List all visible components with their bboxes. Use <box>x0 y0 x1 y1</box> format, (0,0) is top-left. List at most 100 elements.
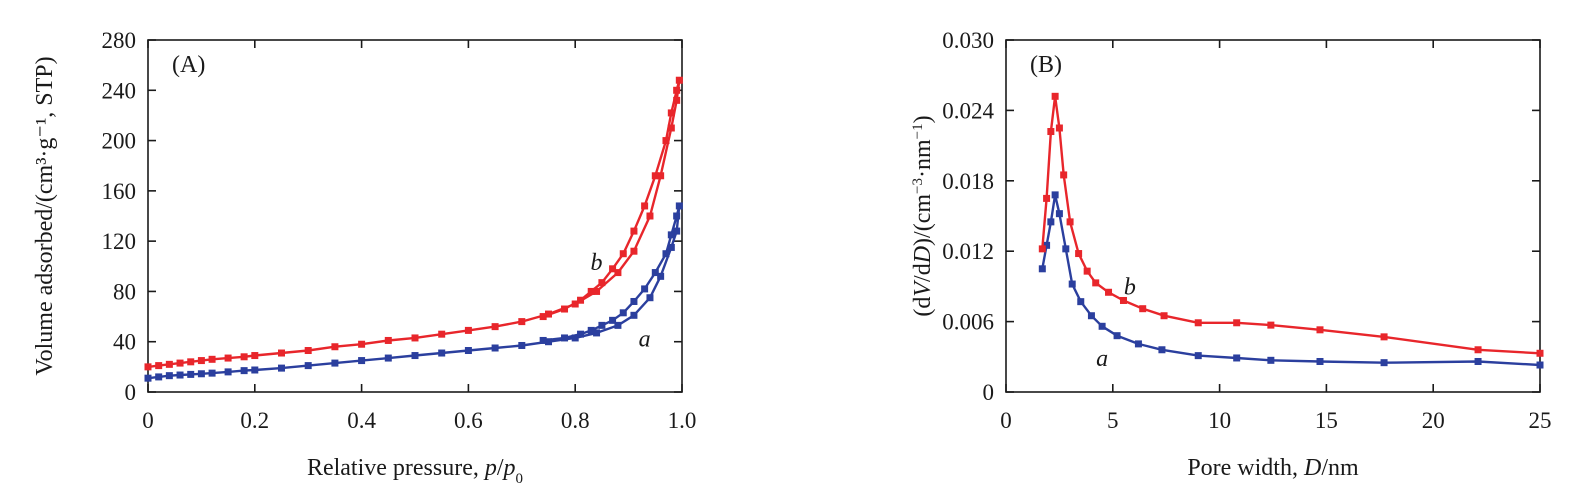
data-point <box>438 330 446 338</box>
data-point <box>384 354 392 362</box>
series-a: a <box>1038 191 1544 372</box>
data-point <box>224 354 232 362</box>
data-point <box>187 370 195 378</box>
data-point <box>1092 279 1100 287</box>
data-point <box>1051 92 1059 100</box>
data-point <box>675 76 683 84</box>
data-point <box>1098 322 1106 330</box>
data-point <box>518 318 526 326</box>
data-point <box>1536 349 1544 357</box>
data-point <box>1233 319 1241 327</box>
data-point <box>646 212 654 220</box>
panel-label: (B) <box>1030 52 1062 78</box>
data-point <box>1043 241 1051 249</box>
data-point <box>176 371 184 379</box>
x-tick-label: 15 <box>1315 408 1338 433</box>
series-line <box>1041 193 1541 367</box>
data-point <box>673 227 681 235</box>
data-point <box>187 358 195 366</box>
data-point <box>673 96 681 104</box>
data-point <box>1043 194 1051 202</box>
series-label-b: b <box>591 250 603 276</box>
y-axis-title: Volume adsorbed/(cm³·g⁻¹, STP) <box>32 56 58 375</box>
data-point <box>630 297 638 305</box>
series-label-a: a <box>1096 346 1108 372</box>
y-tick-label: 280 <box>102 28 137 53</box>
y-tick-label: 0.018 <box>942 169 994 194</box>
data-point <box>165 360 173 368</box>
x-tick-label: 0 <box>1000 408 1012 433</box>
data-point <box>614 269 622 277</box>
x-tick-label: 0 <box>142 408 154 433</box>
data-point <box>1267 356 1275 364</box>
plot-frame <box>1005 39 1541 393</box>
y-tick-label: 160 <box>102 179 137 204</box>
series-b: b <box>1038 92 1544 357</box>
data-point <box>662 137 670 145</box>
panel-b-pore-size-distribution: 0 5 10 15 20 25 0 0.006 0.012 0.018 0.024 0.030 (B) P… <box>910 28 1552 481</box>
data-point <box>1055 210 1063 218</box>
data-point <box>1194 319 1202 327</box>
data-point <box>667 243 675 251</box>
data-point <box>675 202 683 210</box>
data-point <box>641 285 649 293</box>
data-point <box>411 352 419 360</box>
data-point <box>384 336 392 344</box>
x-tick-label: 0.4 <box>347 408 376 433</box>
data-point <box>240 367 248 375</box>
data-point <box>144 374 152 382</box>
data-point <box>1139 305 1147 313</box>
x-tick-label: 25 <box>1529 408 1552 433</box>
data-point <box>1316 357 1324 365</box>
y-axis-title: (dV/dD)/(cm−3·nm−1) <box>910 115 936 316</box>
data-point <box>609 265 617 273</box>
data-point <box>667 109 675 117</box>
data-point <box>1068 280 1076 288</box>
data-point <box>598 279 606 287</box>
data-point <box>619 250 627 258</box>
y-tick-label: 0.006 <box>942 310 994 335</box>
data-point <box>1077 298 1085 306</box>
data-point <box>1380 333 1388 341</box>
data-point <box>641 202 649 210</box>
data-point <box>411 334 419 342</box>
x-tick-label: 5 <box>1107 408 1119 433</box>
y-tick-label: 0.030 <box>942 28 994 53</box>
data-point <box>571 300 579 308</box>
data-point <box>1119 296 1127 304</box>
data-point <box>609 316 617 324</box>
y-tick-label: 240 <box>102 78 137 103</box>
data-point <box>251 352 259 360</box>
data-point <box>165 372 173 380</box>
data-point <box>197 370 205 378</box>
data-point <box>667 231 675 239</box>
y-tick-label: 200 <box>102 129 137 154</box>
data-point <box>1087 312 1095 320</box>
data-point <box>1474 346 1482 354</box>
data-point <box>251 366 259 374</box>
data-point <box>1194 352 1202 360</box>
data-point <box>545 338 552 346</box>
data-point <box>1380 359 1388 367</box>
data-point <box>1060 171 1068 179</box>
data-point <box>657 172 665 180</box>
data-point <box>224 368 232 376</box>
data-point <box>673 86 681 94</box>
panel-label: (A) <box>172 52 205 78</box>
data-point <box>464 326 472 334</box>
data-point <box>1267 321 1275 329</box>
data-point <box>1316 326 1324 334</box>
data-point <box>1160 312 1168 320</box>
y-tick-label: 0 <box>125 380 137 405</box>
data-point <box>1038 245 1046 253</box>
data-point <box>464 347 472 355</box>
data-point <box>1536 361 1544 369</box>
data-point <box>673 212 681 220</box>
data-point <box>304 347 312 355</box>
data-point <box>651 269 659 277</box>
data-point <box>577 296 585 304</box>
data-point <box>1158 346 1166 354</box>
data-point <box>619 309 627 317</box>
data-point <box>1083 267 1091 275</box>
data-point <box>438 349 446 357</box>
